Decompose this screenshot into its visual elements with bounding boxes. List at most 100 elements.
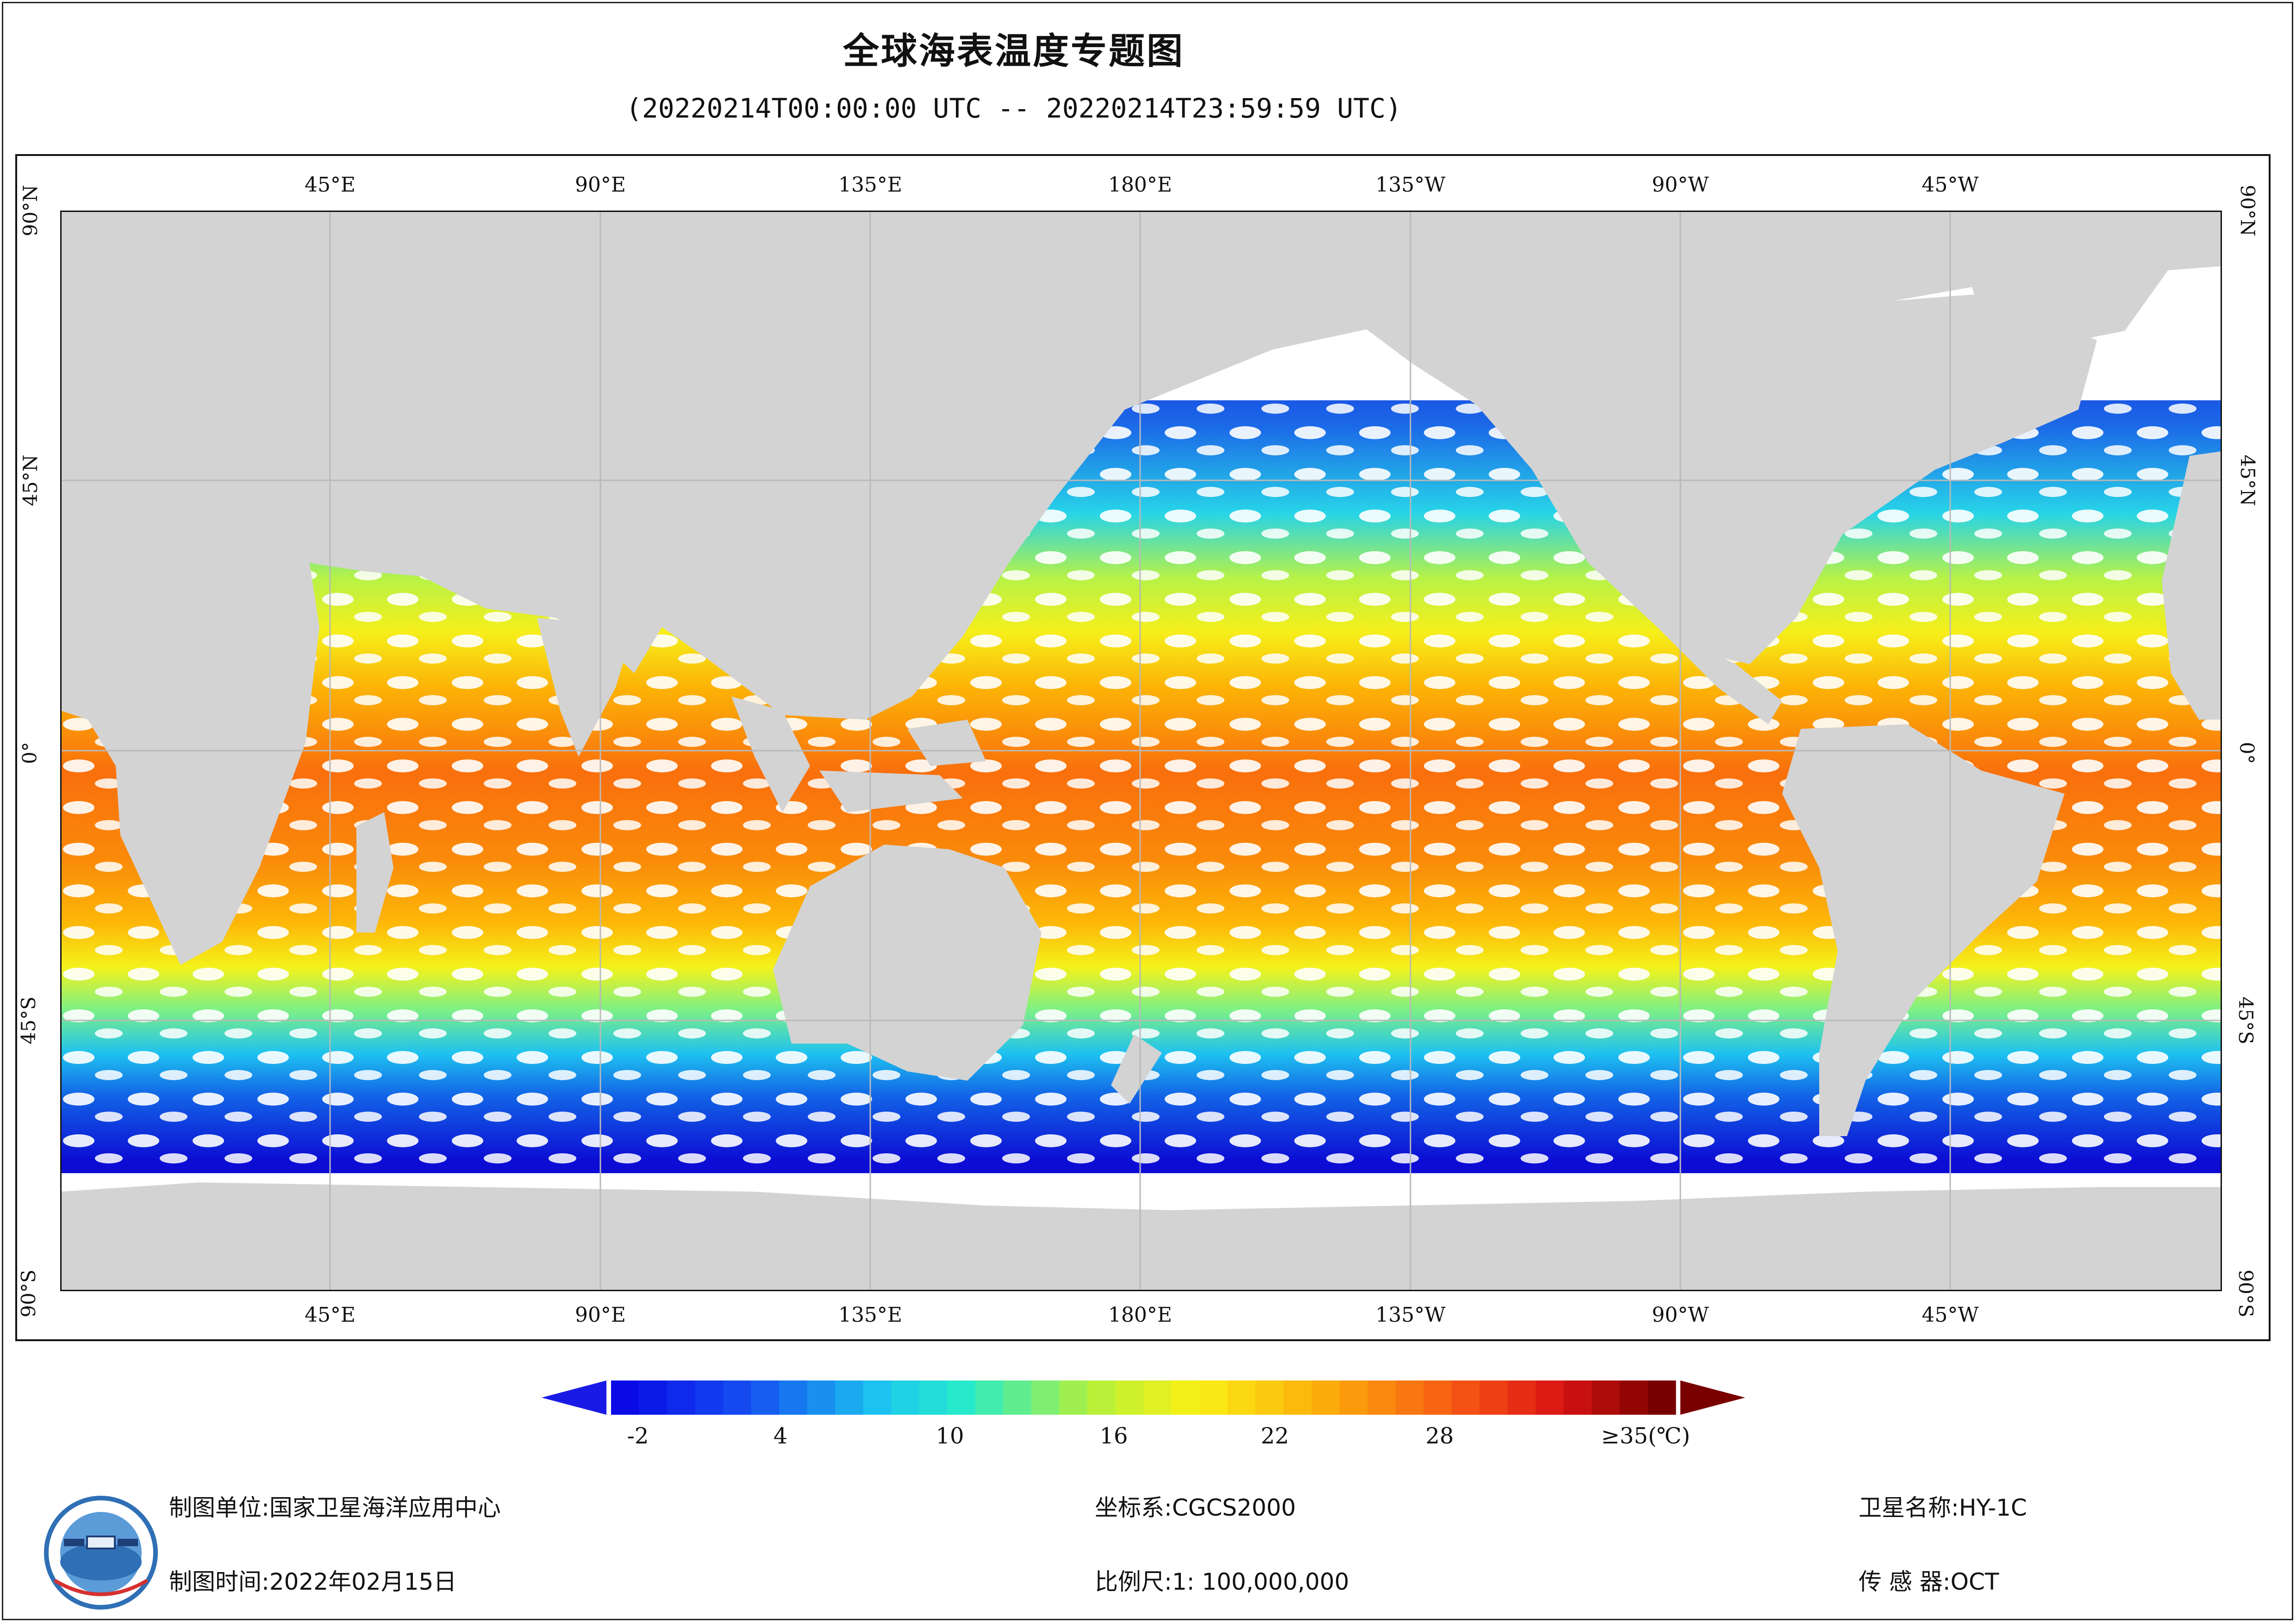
colorbar-cell bbox=[1535, 1380, 1564, 1415]
colorbar-cell bbox=[723, 1380, 752, 1415]
footer-time: 制图时间:2022年02月15日 bbox=[169, 1563, 456, 1597]
footer-crs: 坐标系:CGCS2000 bbox=[1095, 1489, 1296, 1523]
left-lat-label: 45°S bbox=[17, 996, 40, 1045]
colorbar-cell bbox=[863, 1380, 892, 1415]
footer-sensor: 传 感 器:OCT bbox=[1859, 1563, 1999, 1597]
right-lat-label: 90°S bbox=[2234, 1269, 2258, 1318]
bottom-lon-label: 90°W bbox=[1652, 1303, 1709, 1327]
colorbar-tick-label: -2 bbox=[627, 1423, 649, 1449]
colorbar-right-arrow bbox=[1680, 1380, 1745, 1415]
colorbar-cell bbox=[1031, 1380, 1060, 1415]
right-lat-label: 90°N bbox=[2236, 185, 2259, 236]
colorbar-tick-label: 4 bbox=[773, 1423, 788, 1449]
colorbar-cells bbox=[611, 1380, 1676, 1415]
colorbar-cell bbox=[1171, 1380, 1200, 1415]
footer-unit-value: 国家卫星海洋应用中心 bbox=[269, 1494, 501, 1521]
top-lon-label: 90°W bbox=[1652, 173, 1709, 197]
colorbar-cell bbox=[835, 1380, 864, 1415]
map-title: 全球海表温度专题图 bbox=[842, 31, 1185, 72]
footer-crs-value: CGCS2000 bbox=[1172, 1494, 1296, 1521]
colorbar-tick-label: 10 bbox=[936, 1423, 964, 1449]
colorbar-cell bbox=[807, 1380, 836, 1415]
footer-unit: 制图单位:国家卫星海洋应用中心 bbox=[169, 1489, 501, 1523]
left-lat-label: 0° bbox=[18, 742, 41, 764]
left-lat-label: 45°N bbox=[19, 454, 42, 506]
colorbar-tick-label: 16 bbox=[1099, 1423, 1128, 1449]
colorbar bbox=[542, 1380, 1745, 1415]
sst-map bbox=[60, 211, 2222, 1291]
colorbar-cell bbox=[611, 1380, 640, 1415]
top-lon-label: 90°E bbox=[574, 173, 626, 197]
colorbar-cell bbox=[891, 1380, 920, 1415]
colorbar-tick-label: 28 bbox=[1425, 1423, 1454, 1449]
bottom-lon-label: 45°W bbox=[1922, 1303, 1979, 1327]
colorbar-cell bbox=[1311, 1380, 1340, 1415]
colorbar-cell bbox=[1339, 1380, 1368, 1415]
colorbar-cell bbox=[1563, 1380, 1592, 1415]
footer-scale-label: 比例尺: bbox=[1095, 1568, 1172, 1595]
colorbar-cell bbox=[919, 1380, 948, 1415]
colorbar-cell bbox=[1507, 1380, 1536, 1415]
footer-sensor-label: 传 感 器: bbox=[1859, 1568, 1951, 1595]
bottom-lon-label: 90°E bbox=[574, 1303, 626, 1327]
footer-sensor-value: OCT bbox=[1950, 1568, 1999, 1595]
bottom-lon-label: 135°E bbox=[838, 1303, 903, 1327]
colorbar-tick-label: 22 bbox=[1260, 1423, 1289, 1449]
left-lat-label: 90°S bbox=[17, 1269, 40, 1318]
footer-scale: 比例尺:1: 100,000,000 bbox=[1095, 1563, 1349, 1597]
footer-satellite-label: 卫星名称: bbox=[1859, 1494, 1959, 1521]
bottom-lon-label: 45°E bbox=[304, 1303, 356, 1327]
top-lon-label: 45°W bbox=[1922, 173, 1979, 197]
nsoas-logo-icon bbox=[44, 1496, 158, 1610]
footer-time-label: 制图时间: bbox=[169, 1568, 269, 1595]
right-lat-label: 0° bbox=[2235, 742, 2259, 764]
footer-scale-value: 1: 100,000,000 bbox=[1172, 1568, 1349, 1595]
top-lon-label: 135°E bbox=[838, 173, 903, 197]
colorbar-cell bbox=[639, 1380, 668, 1415]
top-lon-label: 135°W bbox=[1375, 173, 1446, 197]
bottom-lon-label: 180°E bbox=[1108, 1303, 1173, 1327]
colorbar-cell bbox=[1367, 1380, 1396, 1415]
footer-satellite: 卫星名称:HY-1C bbox=[1859, 1489, 2027, 1523]
colorbar-cell bbox=[779, 1380, 808, 1415]
footer-crs-label: 坐标系: bbox=[1095, 1494, 1172, 1521]
colorbar-cell bbox=[1451, 1380, 1480, 1415]
graticule bbox=[60, 211, 2222, 1291]
top-lon-label: 45°E bbox=[304, 173, 356, 197]
colorbar-cell bbox=[1143, 1380, 1172, 1415]
colorbar-cell bbox=[1423, 1380, 1452, 1415]
colorbar-cell bbox=[695, 1380, 724, 1415]
right-lat-label: 45°S bbox=[2234, 996, 2258, 1045]
colorbar-cell bbox=[1395, 1380, 1424, 1415]
footer-time-value: 2022年02月15日 bbox=[269, 1568, 457, 1595]
colorbar-cell bbox=[947, 1380, 976, 1415]
bottom-lon-label: 135°W bbox=[1375, 1303, 1446, 1327]
colorbar-cell bbox=[1479, 1380, 1508, 1415]
colorbar-cell bbox=[1003, 1380, 1032, 1415]
colorbar-cell bbox=[1591, 1380, 1620, 1415]
colorbar-cell bbox=[1647, 1380, 1676, 1415]
colorbar-cell bbox=[1227, 1380, 1256, 1415]
colorbar-cell bbox=[751, 1380, 780, 1415]
left-lat-label: 90°N bbox=[19, 185, 42, 236]
colorbar-tick-label: ≥35(℃) bbox=[1601, 1423, 1691, 1449]
top-lon-label: 180°E bbox=[1108, 173, 1173, 197]
colorbar-cell bbox=[1283, 1380, 1312, 1415]
footer-unit-label: 制图单位: bbox=[169, 1494, 269, 1521]
colorbar-cell bbox=[667, 1380, 696, 1415]
map-inner-border bbox=[60, 211, 2222, 1291]
footer-satellite-value: HY-1C bbox=[1959, 1494, 2027, 1521]
colorbar-cell bbox=[1115, 1380, 1144, 1415]
colorbar-cell bbox=[1255, 1380, 1284, 1415]
right-lat-label: 45°N bbox=[2236, 454, 2259, 506]
colorbar-cell bbox=[1059, 1380, 1088, 1415]
map-subtitle: (20220214T00:00:00 UTC -- 20220214T23:59… bbox=[625, 93, 1402, 124]
colorbar-cell bbox=[975, 1380, 1004, 1415]
colorbar-left-arrow bbox=[542, 1380, 606, 1415]
colorbar-cell bbox=[1199, 1380, 1228, 1415]
colorbar-cell bbox=[1087, 1380, 1116, 1415]
colorbar-cell bbox=[1619, 1380, 1648, 1415]
map-frame bbox=[15, 154, 2271, 1341]
